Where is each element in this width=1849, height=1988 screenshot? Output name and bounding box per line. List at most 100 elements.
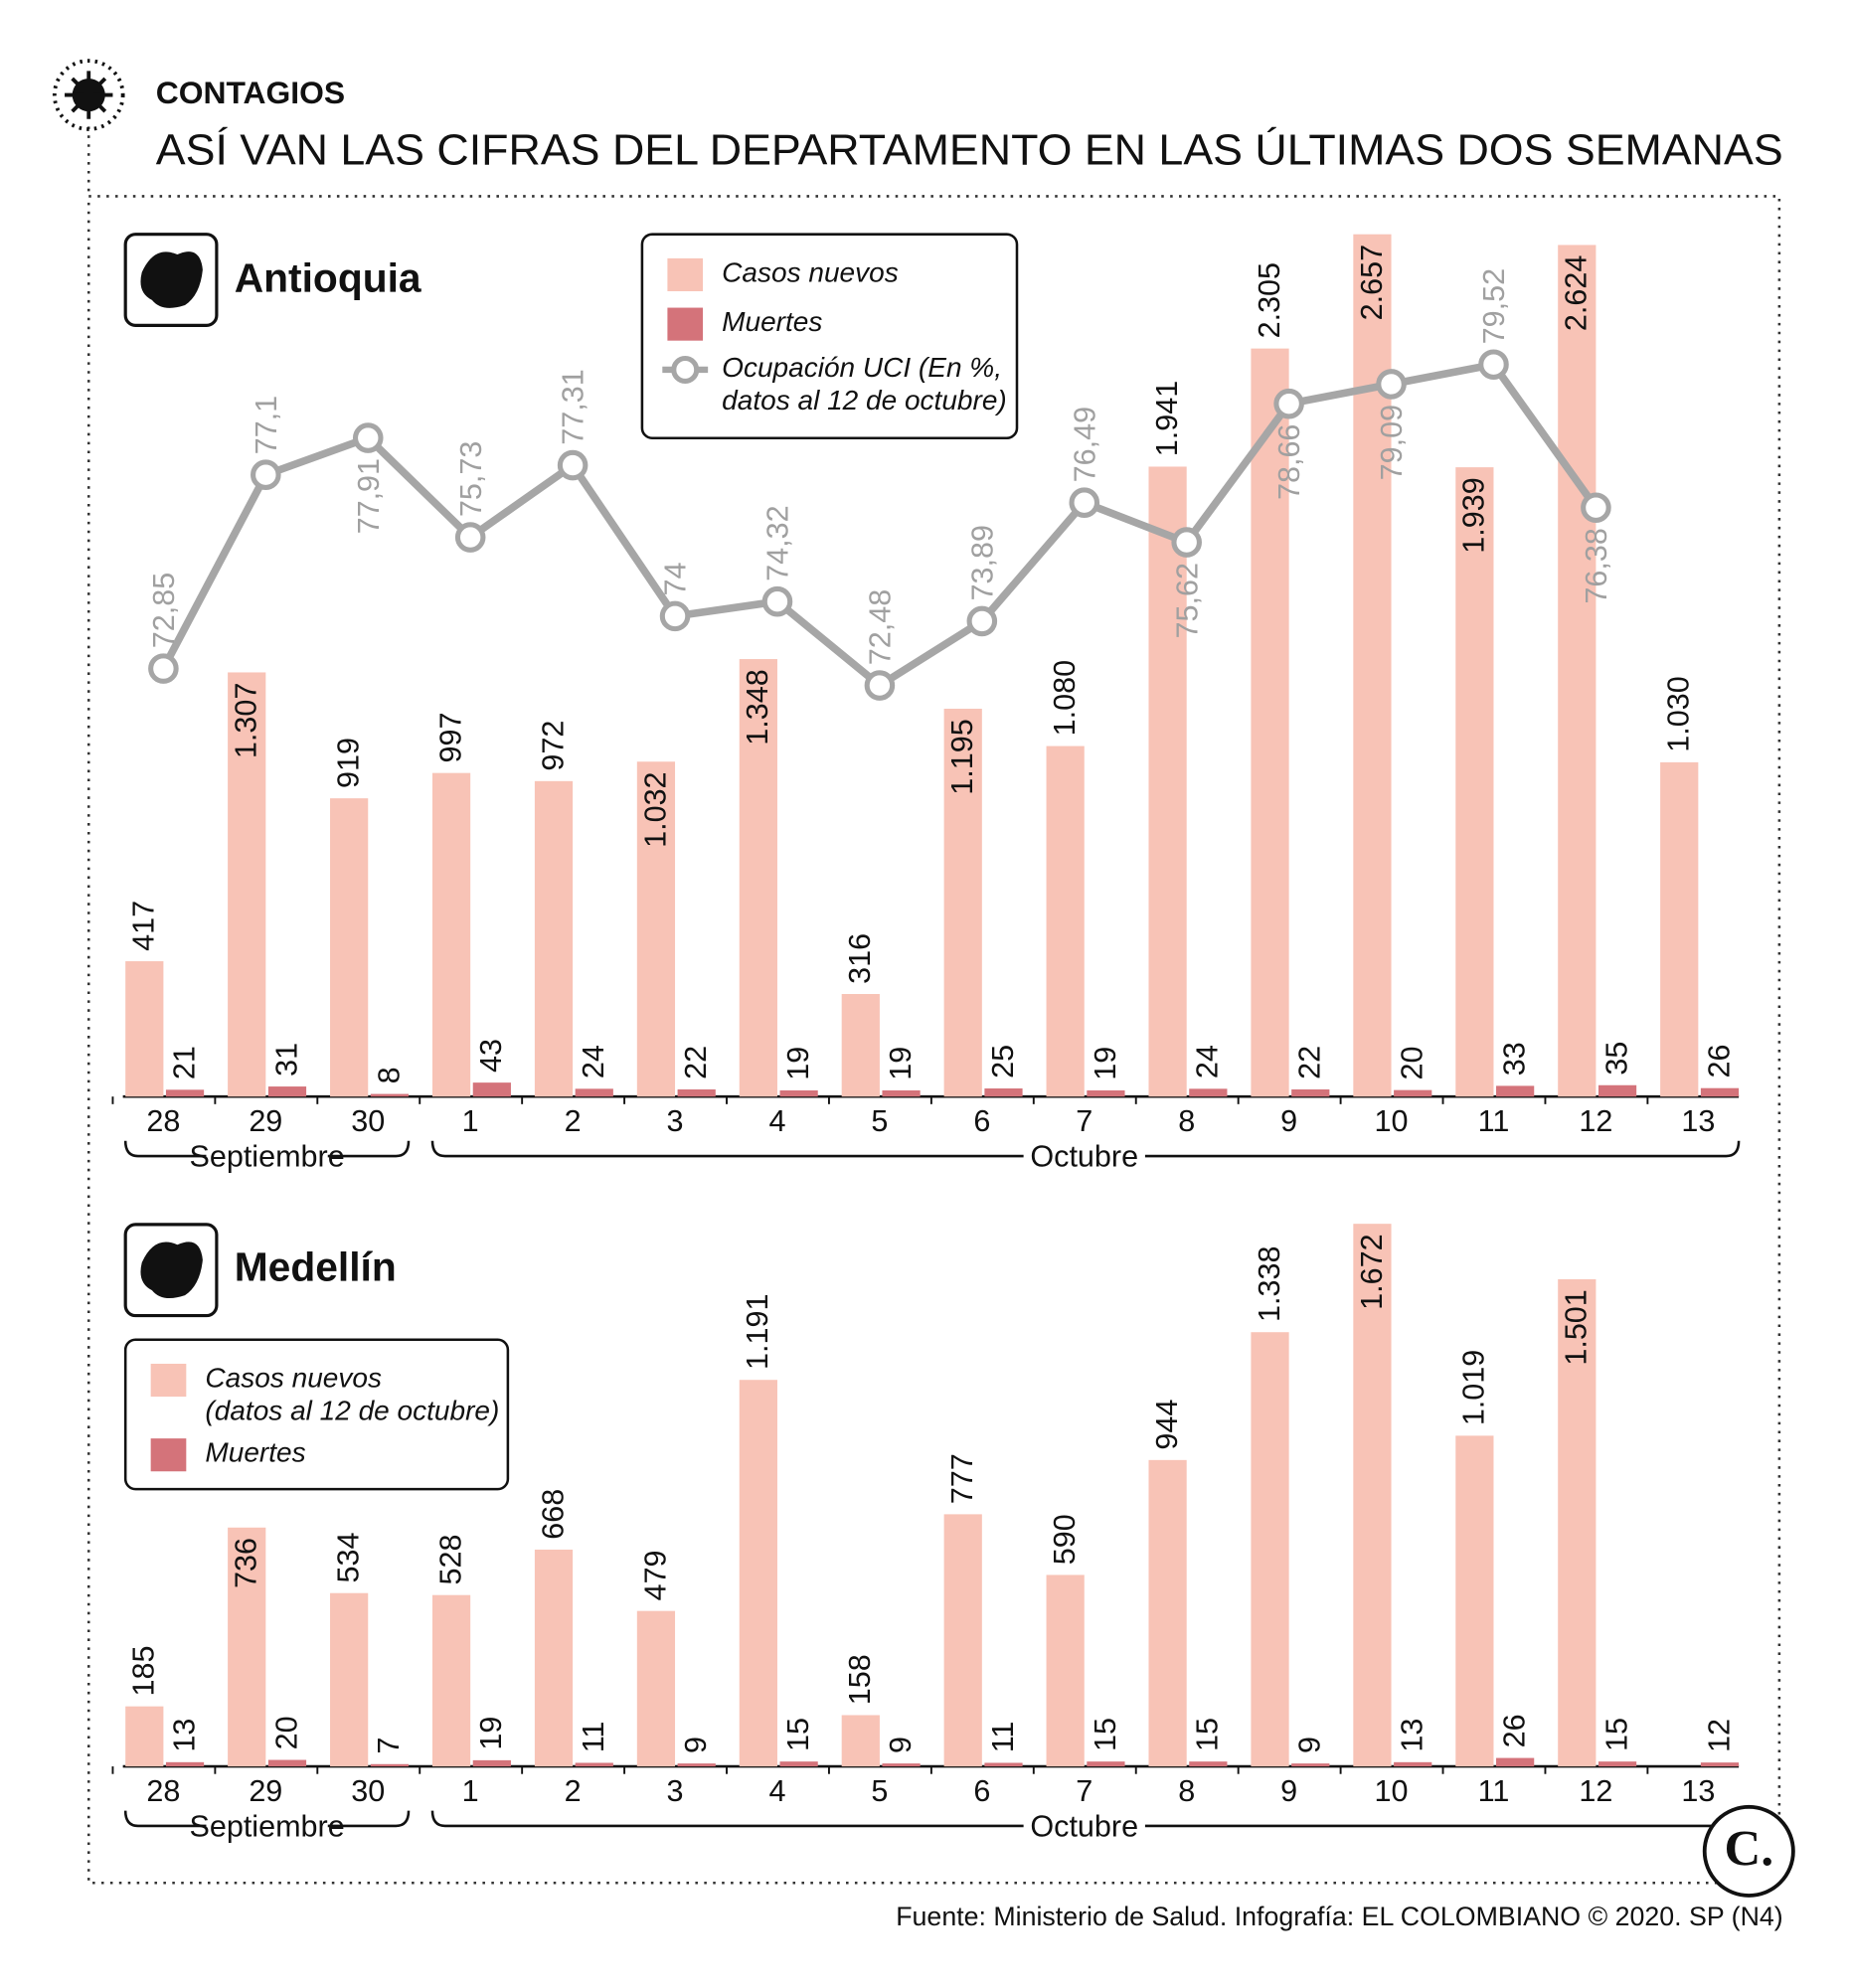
x-tick-label: 8 [1178, 1774, 1195, 1808]
data-label: 1.348 [741, 669, 774, 745]
bar [1148, 466, 1187, 1097]
map-icon [140, 251, 203, 308]
bar [575, 1088, 613, 1097]
bar [431, 772, 471, 1097]
data-label: 9 [1293, 1737, 1327, 1753]
x-tick-label: 4 [768, 1774, 785, 1808]
x-tick-label: 30 [351, 1104, 385, 1138]
bar [330, 1592, 369, 1767]
bar [228, 1527, 266, 1767]
x-tick-label: 9 [1280, 1774, 1297, 1808]
data-label: 22 [679, 1046, 713, 1079]
line-label: 79,09 [1375, 405, 1409, 480]
line-point [1376, 369, 1407, 400]
bar [882, 1089, 921, 1097]
data-label: 668 [536, 1489, 570, 1540]
bar [779, 1761, 818, 1767]
data-label: 1.032 [638, 771, 672, 847]
legend-box [123, 1338, 510, 1491]
data-label: 534 [331, 1533, 365, 1583]
logo [1702, 1804, 1795, 1898]
bar [575, 1762, 613, 1767]
month-label: Septiembre [189, 1810, 344, 1844]
month-label: Octubre [1030, 1140, 1138, 1174]
x-tick-label: 3 [667, 1774, 684, 1808]
data-label: 22 [1293, 1046, 1327, 1079]
bar [1597, 1084, 1637, 1097]
bar [1700, 1087, 1740, 1097]
line-point [148, 653, 179, 684]
legend-label: Casos nuevos (datos al 12 de octubre) [205, 1363, 499, 1426]
bar [267, 1759, 307, 1767]
line-label: 79,52 [1477, 268, 1511, 344]
legend-swatch [671, 355, 700, 384]
line-point [454, 522, 486, 553]
bar [1394, 1761, 1432, 1767]
bar [1455, 1435, 1494, 1767]
bar [1046, 1574, 1085, 1767]
bar [1087, 1089, 1125, 1097]
bar [1189, 1761, 1228, 1767]
legend-label: Muertes [205, 1437, 305, 1468]
data-label: 944 [1150, 1400, 1184, 1450]
line-label: 72,85 [147, 573, 181, 648]
data-label: 9 [679, 1737, 713, 1753]
bar [472, 1082, 511, 1097]
chart-title: Medellín [235, 1243, 397, 1289]
data-label: 1.307 [230, 683, 263, 758]
x-tick-label: 12 [1579, 1774, 1612, 1808]
bar [1660, 761, 1699, 1097]
bar [165, 1089, 205, 1097]
line-label: 75,73 [454, 441, 488, 517]
data-label: 972 [536, 721, 570, 771]
line-point [352, 422, 384, 453]
x-tick-label: 4 [768, 1104, 785, 1138]
x-tick-label: 10 [1375, 1104, 1409, 1138]
data-label: 919 [331, 738, 365, 788]
x-tick-label: 5 [871, 1104, 888, 1138]
bar [677, 1763, 716, 1767]
bar [984, 1088, 1023, 1097]
x-tick-label: 6 [973, 1774, 990, 1808]
chart-title: Antioquia [235, 255, 421, 301]
x-tick-label: 30 [351, 1774, 385, 1808]
line-label: 77,1 [250, 396, 283, 454]
data-label: 1.501 [1560, 1289, 1594, 1365]
line-label: 75,62 [1170, 563, 1204, 638]
line-point [1069, 487, 1100, 518]
bar [882, 1763, 921, 1767]
line-label: 76,38 [1580, 528, 1613, 603]
x-tick-label: 11 [1478, 1774, 1510, 1808]
data-label: 1.195 [945, 719, 979, 794]
x-tick-label: 5 [871, 1774, 888, 1808]
bar [125, 961, 164, 1097]
x-tick-label: 7 [1076, 1774, 1093, 1808]
data-label: 590 [1048, 1514, 1082, 1565]
legend-label: Ocupación UCI (En %, datos al 12 de octub… [722, 352, 1007, 415]
data-label: 13 [167, 1719, 201, 1752]
bar [841, 1715, 880, 1767]
line-label: 78,66 [1272, 424, 1306, 500]
line-point [659, 600, 691, 632]
line-point [966, 605, 998, 637]
legend-swatch [667, 307, 704, 341]
data-label: 2.624 [1560, 255, 1594, 331]
data-label: 19 [781, 1047, 815, 1080]
data-label: 316 [843, 933, 877, 984]
x-tick-label: 11 [1478, 1104, 1510, 1138]
data-label: 997 [433, 712, 467, 762]
data-label: 19 [1089, 1047, 1122, 1080]
data-label: 11 [577, 1722, 610, 1753]
x-tick-label: 10 [1375, 1774, 1409, 1808]
x-tick-label: 1 [462, 1104, 479, 1138]
x-tick-label: 28 [146, 1104, 180, 1138]
bar [943, 1514, 982, 1767]
data-label: 158 [843, 1654, 877, 1705]
data-label: 26 [1497, 1714, 1531, 1747]
bar [1394, 1089, 1432, 1097]
source: Fuente: Ministerio de Salud. Infografía:… [896, 1902, 1782, 1931]
bar [1496, 1085, 1535, 1097]
bar [984, 1762, 1023, 1767]
bar [1291, 1089, 1330, 1097]
data-label: 479 [638, 1550, 672, 1600]
